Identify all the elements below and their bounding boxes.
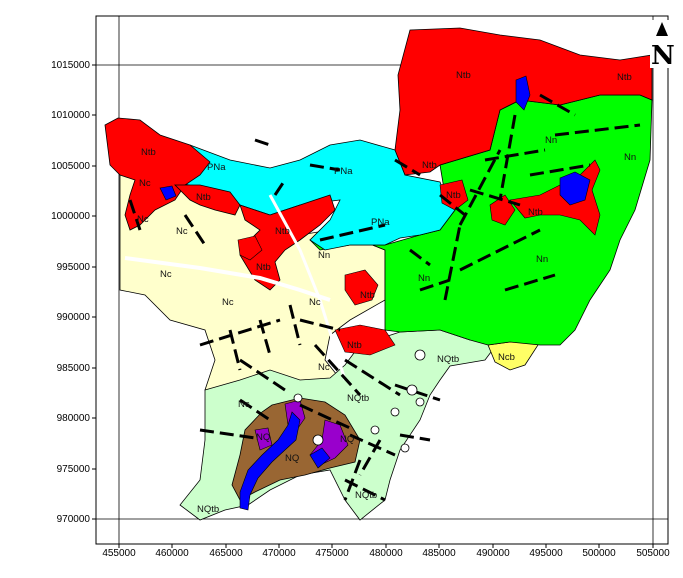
road-strip-2 xyxy=(268,194,347,381)
unit-ntb-patch-1 xyxy=(344,269,379,306)
unit-ntb-patch-2 xyxy=(334,324,396,356)
y-axis-ticks xyxy=(92,64,96,520)
label-ntb-4: Ntb xyxy=(422,160,437,171)
label-nn-3: Nn xyxy=(318,250,330,261)
road-strip-1 xyxy=(124,256,331,302)
x-tick-500000: 500000 xyxy=(582,548,616,559)
x-tick-475000: 475000 xyxy=(315,548,349,559)
y-tick-980000: 980000 xyxy=(57,413,91,424)
label-nq-2: NQ xyxy=(340,434,354,445)
label-pna-1: PNa xyxy=(207,162,226,173)
label-nc-2: Nc xyxy=(137,214,149,225)
mine-symbols xyxy=(293,349,426,453)
label-nc-6: Nc xyxy=(309,297,321,308)
label-nqtb-4: NQtb xyxy=(197,504,219,515)
x-axis: 455000 460000 465000 470000 475000 48000… xyxy=(102,548,670,559)
label-nqtb-1: NQtb xyxy=(437,354,459,365)
label-nqtb-3: NQtb xyxy=(355,490,377,501)
unit-water-south xyxy=(239,411,301,511)
label-nc-8: Nc xyxy=(238,399,250,410)
x-axis-ticks xyxy=(118,544,654,548)
label-ntb-10: Ntb xyxy=(446,190,461,201)
y-tick-975000: 975000 xyxy=(57,464,91,475)
label-nn-2: Nn xyxy=(624,152,636,163)
label-nc-5: Nc xyxy=(222,297,234,308)
unit-water-south-2 xyxy=(309,447,331,469)
label-pna-3: PNa xyxy=(371,217,390,228)
label-ntb-8: Ntb xyxy=(360,290,375,301)
y-tick-995000: 995000 xyxy=(57,262,91,273)
y-tick-1005000: 1005000 xyxy=(51,161,90,172)
label-ntb-1: Ntb xyxy=(456,70,471,81)
label-nc-1: Nc xyxy=(139,178,151,189)
label-pna-2: PNa xyxy=(334,166,353,177)
label-nc-7: Nc xyxy=(318,362,330,373)
x-tick-465000: 465000 xyxy=(209,548,243,559)
x-tick-470000: 470000 xyxy=(262,548,296,559)
label-ntb-7: Ntb xyxy=(256,262,271,273)
label-nq-3: NQ xyxy=(285,453,299,464)
unit-labels: Ntb Ntb Ntb Ntb Ntb Ntb Ntb Ntb Ntb Ntb … xyxy=(137,70,636,515)
x-tick-495000: 495000 xyxy=(529,548,563,559)
label-nq-1: NQ xyxy=(256,432,270,443)
north-arrow-label: N xyxy=(651,41,675,71)
label-nc-3: Nc xyxy=(176,226,188,237)
y-axis: 1015000 1010000 1005000 1000000 995000 9… xyxy=(51,60,90,525)
x-tick-460000: 460000 xyxy=(155,548,189,559)
label-nn-5: Nn xyxy=(536,254,548,265)
unit-ntb-patch-5 xyxy=(237,235,263,261)
label-ntb-3: Ntb xyxy=(141,147,156,158)
y-tick-1000000: 1000000 xyxy=(51,211,90,222)
unit-ntb-west-2 xyxy=(174,184,241,216)
label-ncb-1: Ncb xyxy=(498,352,515,363)
y-tick-985000: 985000 xyxy=(57,363,91,374)
fault-lines xyxy=(128,93,641,502)
label-ntb-11: Ntb xyxy=(528,207,543,218)
x-tick-480000: 480000 xyxy=(369,548,403,559)
label-ntb-2: Ntb xyxy=(617,72,632,83)
label-nn-1: Nn xyxy=(545,135,557,146)
north-arrow: N xyxy=(650,20,675,71)
unit-purple-3 xyxy=(254,427,273,451)
label-ntb-5: Ntb xyxy=(196,192,211,203)
unit-water-west xyxy=(159,185,177,201)
x-tick-485000: 485000 xyxy=(422,548,456,559)
x-tick-505000: 505000 xyxy=(636,548,670,559)
y-tick-1015000: 1015000 xyxy=(51,60,90,71)
label-nqtb-2: NQtb xyxy=(347,393,369,404)
label-nc-4: Nc xyxy=(160,269,172,280)
x-tick-490000: 490000 xyxy=(476,548,510,559)
label-nn-4: Nn xyxy=(418,273,430,284)
y-tick-1010000: 1010000 xyxy=(51,110,90,121)
label-ntb-6: Ntb xyxy=(275,226,290,237)
y-tick-970000: 970000 xyxy=(57,514,91,525)
y-tick-990000: 990000 xyxy=(57,312,91,323)
x-tick-455000: 455000 xyxy=(102,548,136,559)
unit-water-east xyxy=(559,171,591,206)
unit-water-north xyxy=(515,75,531,111)
label-ntb-9: Ntb xyxy=(347,340,362,351)
north-arrow-icon xyxy=(656,22,668,36)
